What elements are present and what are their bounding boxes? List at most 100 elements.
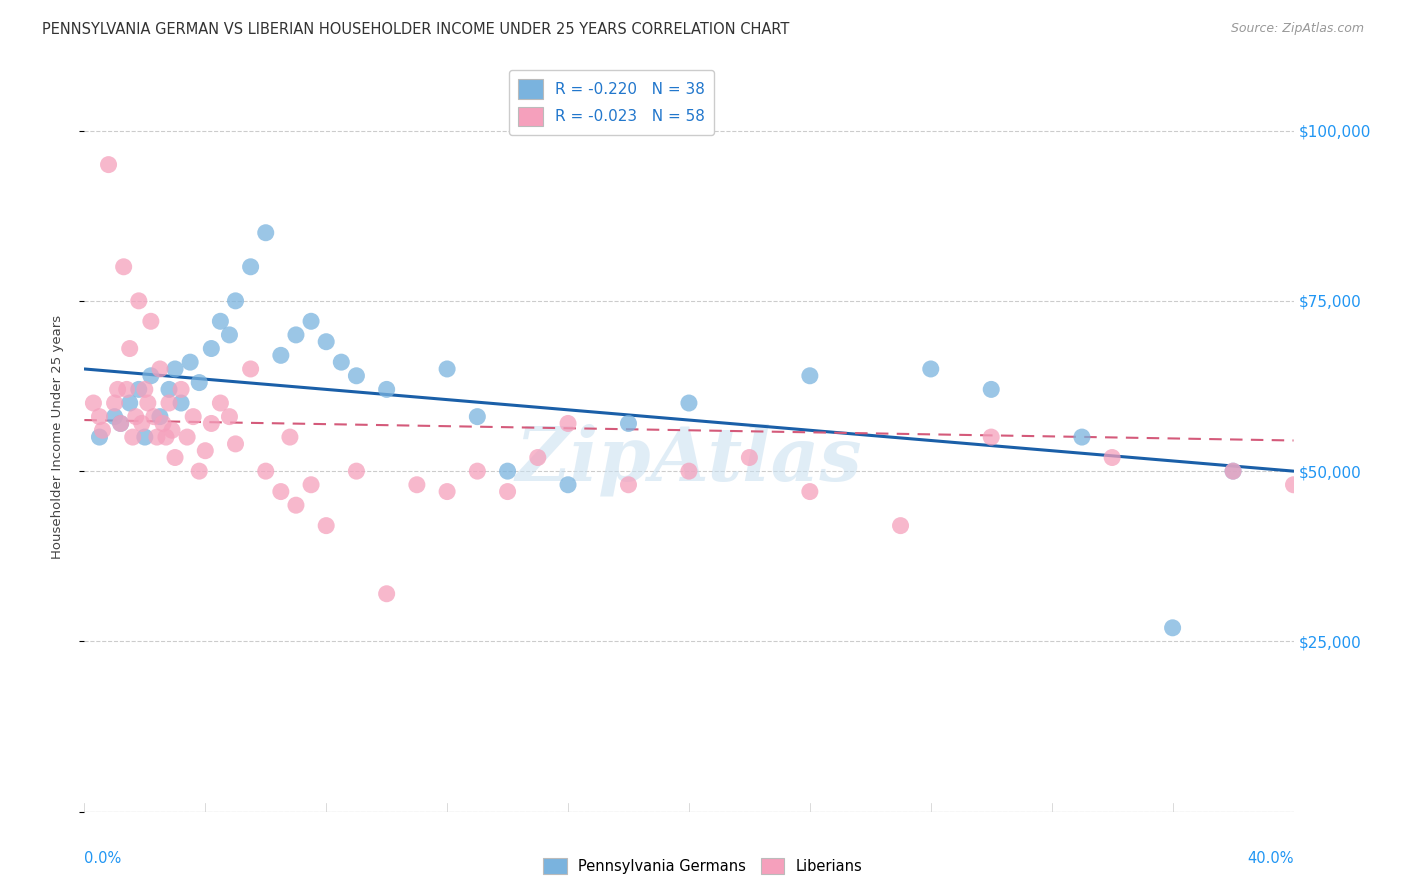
Point (617, 477, 640, 491)
Text: Source: ZipAtlas.com: Source: ZipAtlas.com (1230, 22, 1364, 36)
Point (104, 409, 127, 424)
Point (496, 464, 519, 478)
Point (118, 342, 141, 356)
Point (139, 368, 162, 383)
Point (152, 417, 174, 431)
Point (104, 396, 127, 410)
Point (980, 383, 1002, 397)
Point (225, 293, 247, 308)
Point (194, 443, 217, 458)
Point (678, 396, 700, 410)
Point (146, 430, 169, 444)
Point (436, 484, 458, 499)
Point (218, 327, 240, 342)
Point (91, 423, 114, 437)
Point (200, 417, 222, 431)
Point (160, 423, 183, 437)
Point (617, 417, 640, 431)
Point (131, 417, 153, 431)
Point (920, 362, 942, 376)
Point (225, 437, 247, 451)
Point (239, 362, 262, 376)
Point (97, 158, 120, 172)
Point (128, 293, 150, 308)
Text: PENNSYLVANIA GERMAN VS LIBERIAN HOUSEHOLDER INCOME UNDER 25 YEARS CORRELATION CH: PENNSYLVANIA GERMAN VS LIBERIAN HOUSEHOL… (42, 22, 790, 37)
Point (557, 417, 579, 431)
Point (200, 342, 222, 356)
Point (299, 477, 322, 491)
Legend: Pennsylvania Germans, Liberians: Pennsylvania Germans, Liberians (537, 852, 869, 880)
Point (330, 355, 353, 369)
Point (299, 314, 322, 328)
Point (557, 477, 579, 491)
Point (1282, 477, 1305, 491)
Point (315, 334, 337, 349)
Point (285, 498, 308, 512)
Point (738, 450, 761, 465)
Point (149, 362, 172, 376)
Point (254, 464, 277, 478)
Point (527, 450, 550, 465)
Point (112, 260, 135, 274)
Point (239, 260, 262, 274)
Point (678, 464, 700, 478)
Point (1161, 621, 1184, 635)
Text: 40.0%: 40.0% (1247, 851, 1294, 865)
Text: 0.0%: 0.0% (84, 851, 121, 865)
Point (181, 409, 204, 424)
Point (110, 417, 132, 431)
Point (209, 396, 232, 410)
Point (1101, 450, 1123, 465)
Point (82, 396, 104, 410)
Point (315, 518, 337, 533)
Point (188, 376, 211, 390)
Y-axis label: Householder Income Under 25 years: Householder Income Under 25 years (51, 315, 63, 559)
Text: ZipAtlas: ZipAtlas (516, 424, 862, 496)
Point (285, 327, 308, 342)
Point (157, 396, 180, 410)
Point (128, 383, 150, 397)
Point (346, 368, 368, 383)
Point (170, 383, 193, 397)
Point (136, 396, 159, 410)
Point (157, 383, 180, 397)
Point (142, 409, 165, 424)
Point (165, 450, 187, 465)
Point (375, 383, 398, 397)
Point (139, 314, 162, 328)
Point (799, 484, 821, 499)
Point (496, 484, 519, 499)
Point (89, 430, 111, 444)
Point (209, 314, 232, 328)
Point (89, 409, 111, 424)
Point (110, 417, 132, 431)
Point (149, 409, 172, 424)
Point (176, 430, 198, 444)
Point (188, 464, 211, 478)
Legend: R = -0.220   N = 38, R = -0.023   N = 58: R = -0.220 N = 38, R = -0.023 N = 58 (509, 70, 714, 136)
Point (436, 362, 458, 376)
Point (115, 383, 138, 397)
Point (467, 409, 489, 424)
Point (270, 484, 292, 499)
Point (121, 430, 143, 444)
Point (1222, 464, 1244, 478)
Point (799, 368, 821, 383)
Point (165, 362, 187, 376)
Point (134, 383, 156, 397)
Point (107, 383, 129, 397)
Point (1222, 464, 1244, 478)
Point (270, 348, 292, 362)
Point (467, 464, 489, 478)
Point (278, 430, 301, 444)
Point (254, 226, 277, 240)
Point (170, 396, 193, 410)
Point (134, 430, 156, 444)
Point (179, 355, 201, 369)
Point (890, 518, 912, 533)
Point (1071, 430, 1094, 444)
Point (375, 587, 398, 601)
Point (406, 477, 429, 491)
Point (218, 409, 240, 424)
Point (346, 464, 368, 478)
